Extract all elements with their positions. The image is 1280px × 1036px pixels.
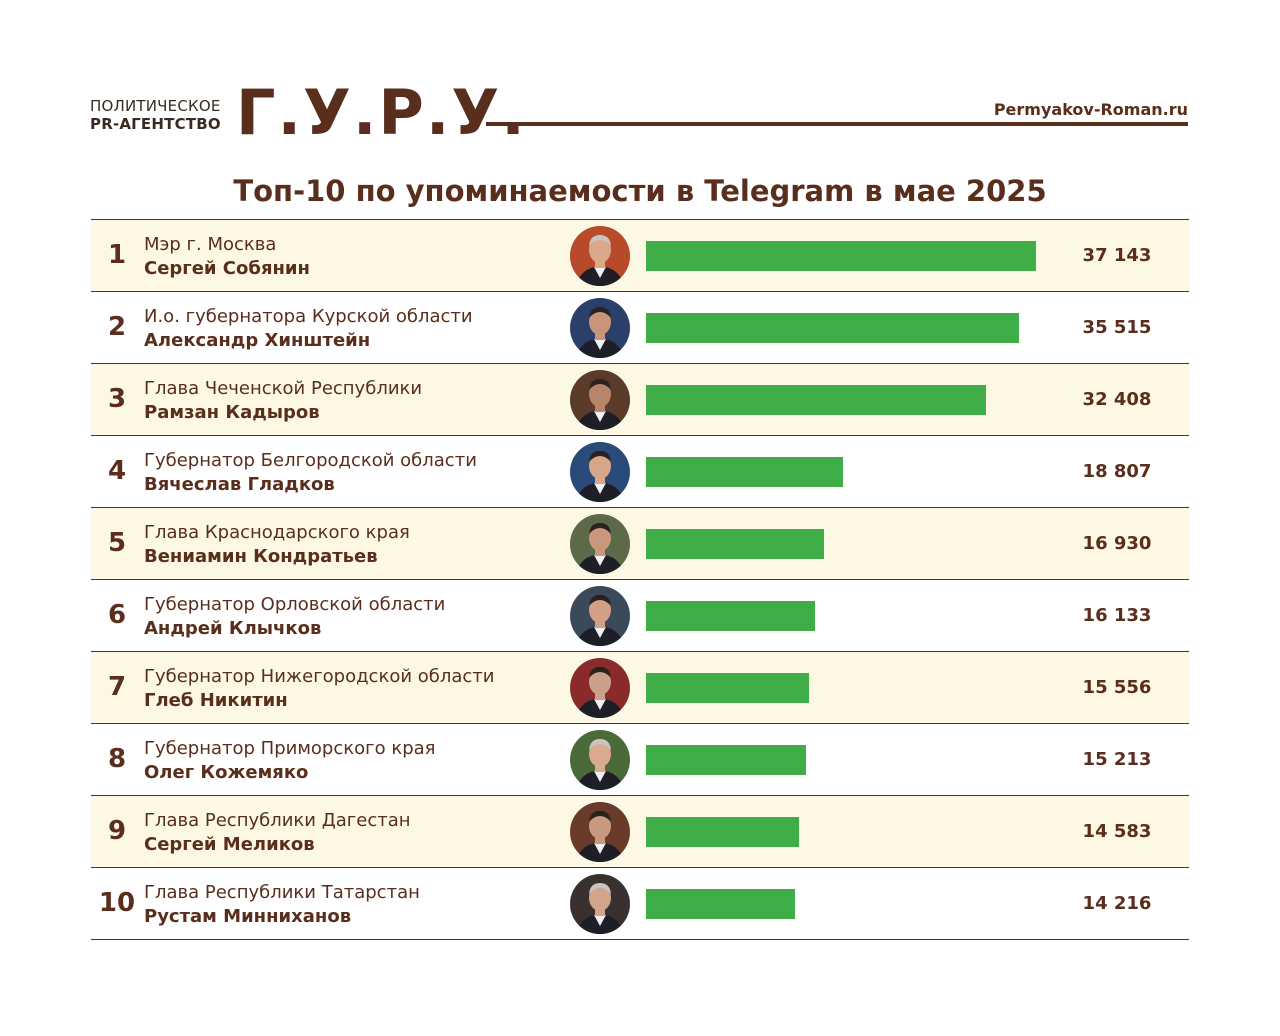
portrait-photo [570, 658, 630, 718]
bar-track [646, 745, 1066, 775]
rank-number: 1 [107, 240, 127, 270]
person-role: Губернатор Приморского края [144, 738, 436, 759]
value-bar [646, 241, 1036, 271]
person-name: Глеб Никитин [144, 690, 288, 711]
person-name: Сергей Меликов [144, 834, 315, 855]
bar-track [646, 601, 1066, 631]
person-name: Олег Кожемяко [144, 762, 309, 783]
portrait-photo [570, 226, 630, 286]
value-label: 18 807 [1082, 461, 1152, 482]
ranking-table: 1 Мэр г. Москва Сергей Собянин 37 143 2 И.о. … [91, 219, 1189, 940]
person-name: Сергей Собянин [144, 258, 310, 279]
person-name: Александр Хинштейн [144, 330, 371, 351]
rank-number: 2 [107, 312, 127, 342]
chart-title: Топ-10 по упоминаемости в Telegram в мае… [233, 174, 1047, 208]
header-divider [486, 122, 1188, 126]
table-row: 7 Губернатор Нижегородской области Глеб Ни… [91, 651, 1189, 723]
table-row: 2 И.о. губернатора Курской области Алексан… [91, 291, 1189, 363]
rank-number: 5 [107, 528, 127, 558]
rank-number: 4 [107, 456, 127, 486]
person-role: И.о. губернатора Курской области [144, 306, 473, 327]
bar-track [646, 385, 1066, 415]
person-role: Губернатор Орловской области [144, 594, 446, 615]
person-name: Рамзан Кадыров [144, 402, 320, 423]
value-bar [646, 313, 1019, 343]
value-label: 14 583 [1082, 821, 1152, 842]
table-row: 4 Губернатор Белгородской области Вячеслав… [91, 435, 1189, 507]
rank-number: 10 [98, 888, 136, 918]
portrait-photo [570, 298, 630, 358]
bar-track [646, 889, 1066, 919]
rank-number: 8 [107, 744, 127, 774]
portrait-photo [570, 730, 630, 790]
portrait-photo [570, 586, 630, 646]
agency-label-bold: PR-АГЕНТСТВО [90, 115, 221, 133]
bar-track [646, 673, 1066, 703]
value-bar [646, 817, 799, 847]
person-role: Глава Республики Дагестан [144, 810, 411, 831]
table-row: 3 Глава Чеченской Республики Рамзан Кадыро… [91, 363, 1189, 435]
portrait-photo [570, 802, 630, 862]
value-label: 15 556 [1082, 677, 1152, 698]
person-role: Глава Чеченской Республики [144, 378, 423, 399]
person-role: Глава Республики Татарстан [144, 882, 420, 903]
bar-track [646, 241, 1066, 271]
site-url: Permyakov-Roman.ru [993, 100, 1188, 119]
person-role: Мэр г. Москва [144, 234, 277, 255]
rank-number: 3 [107, 384, 127, 414]
rank-number: 9 [107, 816, 127, 846]
value-label: 14 216 [1082, 893, 1152, 914]
table-row: 6 Губернатор Орловской области Андрей Клыч… [91, 579, 1189, 651]
value-bar [646, 457, 843, 487]
value-label: 16 133 [1082, 605, 1152, 626]
bar-track [646, 313, 1066, 343]
table-row: 5 Глава Краснодарского края Вениамин Кондр… [91, 507, 1189, 579]
value-label: 35 515 [1082, 317, 1152, 338]
header: ПОЛИТИЧЕСКОЕ PR-АГЕНТСТВО Г.У.Р.У. Permy… [0, 0, 1280, 160]
person-name: Вениамин Кондратьев [144, 546, 378, 567]
value-bar [646, 385, 986, 415]
value-bar [646, 889, 795, 919]
bar-track [646, 529, 1066, 559]
bar-track [646, 817, 1066, 847]
table-row: 1 Мэр г. Москва Сергей Собянин 37 143 [91, 219, 1189, 291]
value-bar [646, 745, 806, 775]
table-row: 8 Губернатор Приморского края Олег Кожемяк… [91, 723, 1189, 795]
portrait-photo [570, 514, 630, 574]
agency-label: ПОЛИТИЧЕСКОЕ [90, 97, 221, 115]
portrait-photo [570, 874, 630, 934]
portrait-photo [570, 442, 630, 502]
value-bar [646, 529, 824, 559]
value-label: 16 930 [1082, 533, 1152, 554]
table-row: 9 Глава Республики Дагестан Сергей Меликов… [91, 795, 1189, 867]
person-name: Андрей Клычков [144, 618, 322, 639]
value-label: 37 143 [1082, 245, 1152, 266]
value-label: 15 213 [1082, 749, 1152, 770]
value-bar [646, 601, 815, 631]
rank-number: 6 [107, 600, 127, 630]
person-name: Вячеслав Гладков [144, 474, 335, 495]
portrait-photo [570, 370, 630, 430]
value-bar [646, 673, 809, 703]
bar-track [646, 457, 1066, 487]
person-name: Рустам Минниханов [144, 906, 352, 927]
person-role: Глава Краснодарского края [144, 522, 410, 543]
person-role: Губернатор Белгородской области [144, 450, 477, 471]
value-label: 32 408 [1082, 389, 1152, 410]
rank-number: 7 [107, 672, 127, 702]
logo: Г.У.Р.У. [236, 76, 527, 149]
person-role: Губернатор Нижегородской области [144, 666, 495, 687]
table-row: 10 Глава Республики Татарстан Рустам Минни… [91, 867, 1189, 940]
